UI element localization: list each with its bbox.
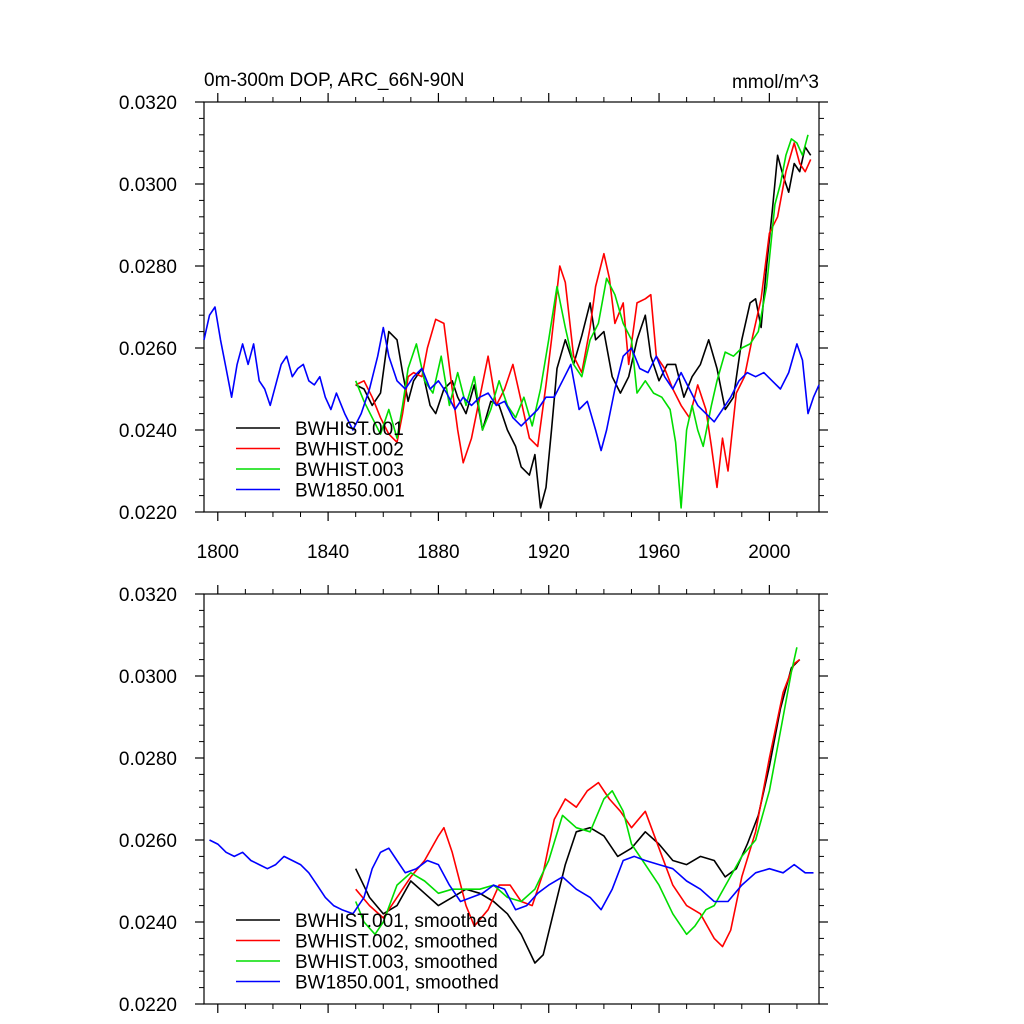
y-tick-label: 0.0320	[119, 93, 177, 114]
y-tick-label: 0.0320	[119, 585, 177, 606]
series-line-bwhist-002	[355, 142, 812, 489]
y-tick-label: 0.0300	[119, 667, 177, 688]
legend-label: BW1850.001	[295, 481, 405, 502]
y-tick-label: 0.0280	[119, 749, 177, 770]
plot-frame	[203, 101, 820, 513]
x-tick-label: 2000	[748, 542, 790, 563]
legend-label: BWHIST.003	[295, 460, 404, 481]
units-label: mmol/m^3	[732, 72, 819, 93]
series-line-bwhist-001	[355, 146, 812, 509]
y-tick-label: 0.0220	[119, 503, 177, 524]
y-tick-label: 0.0240	[119, 421, 177, 442]
y-tick-label: 0.0220	[119, 995, 177, 1016]
legend-label: BW1850.001, smoothed	[295, 973, 499, 994]
y-tick-label: 0.0260	[119, 339, 177, 360]
x-tick-label: 1960	[638, 542, 680, 563]
x-tick-label: 1840	[307, 542, 349, 563]
series-line-bw1850-001-smoothed	[209, 839, 814, 915]
x-tick-label: 1880	[417, 542, 459, 563]
x-tick-label: 1920	[528, 542, 570, 563]
chart-title: 0m-300m DOP, ARC_66N-90N	[204, 70, 464, 91]
series-line-bwhist-003-smoothed	[354, 647, 798, 936]
series-line-bwhist-003	[354, 134, 809, 509]
legend-label: BWHIST.001	[295, 419, 404, 440]
x-tick-label: 1800	[197, 542, 239, 563]
bottom-panel: 0.0220 0.0240 0.0260 0.0280 0.0300 0.0320 BWHI…	[119, 585, 828, 1016]
legend-label: BWHIST.002	[295, 440, 404, 461]
legend-label: BWHIST.001, smoothed	[295, 911, 498, 932]
top-panel: 0.0220 0.0240 0.0260 0.0280 0.0300 0.0320 1800…	[119, 70, 828, 563]
legend-label: BWHIST.003, smoothed	[295, 952, 498, 973]
y-tick-label: 0.0260	[119, 831, 177, 852]
legend-label: BWHIST.002, smoothed	[295, 932, 498, 953]
series-line-bwhist-002-smoothed	[355, 658, 801, 948]
series-line-bw1850-001	[203, 306, 820, 452]
y-tick-label: 0.0300	[119, 175, 177, 196]
y-tick-label: 0.0280	[119, 257, 177, 278]
y-tick-label: 0.0240	[119, 913, 177, 934]
plot-frame	[203, 593, 820, 1005]
